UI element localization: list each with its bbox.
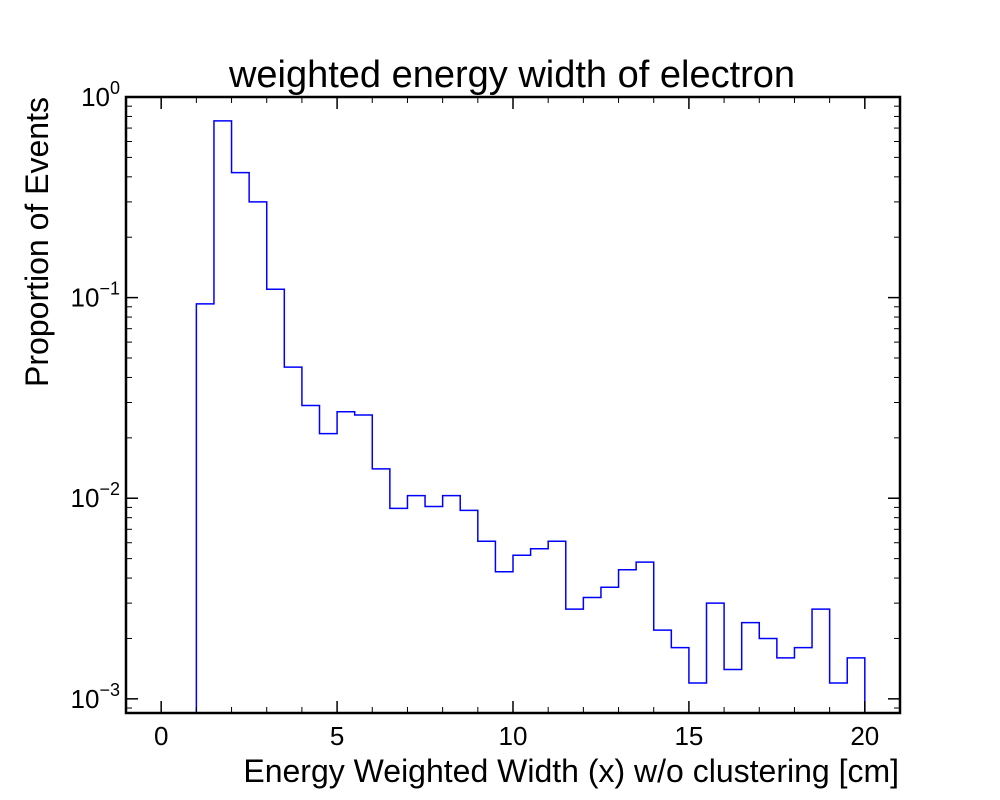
y-tick-label: 100 (81, 78, 120, 112)
x-tick-label: 0 (154, 721, 168, 751)
y-tick-label: 10−2 (71, 479, 120, 513)
y-axis-ticks: 10−3 10−2 10−1 100 (71, 78, 900, 714)
x-tick-label: 20 (850, 721, 879, 751)
x-axis-ticks: 0 5 10 15 20 (125, 97, 901, 751)
x-tick-label: 10 (499, 721, 528, 751)
histogram-series-line (195, 120, 866, 713)
x-axis-label: Energy Weighted Width (x) w/o clustering… (243, 753, 899, 789)
y-axis-label: Proportion of Events (19, 97, 55, 387)
y-tick-label: 10−3 (71, 680, 120, 714)
plot-area (126, 97, 900, 713)
x-tick-label: 15 (674, 721, 703, 751)
y-tick-label: 10−1 (71, 279, 120, 313)
chart-title: weighted energy width of electron (228, 54, 795, 96)
x-tick-label: 5 (330, 721, 344, 751)
plot-frame (124, 95, 902, 715)
